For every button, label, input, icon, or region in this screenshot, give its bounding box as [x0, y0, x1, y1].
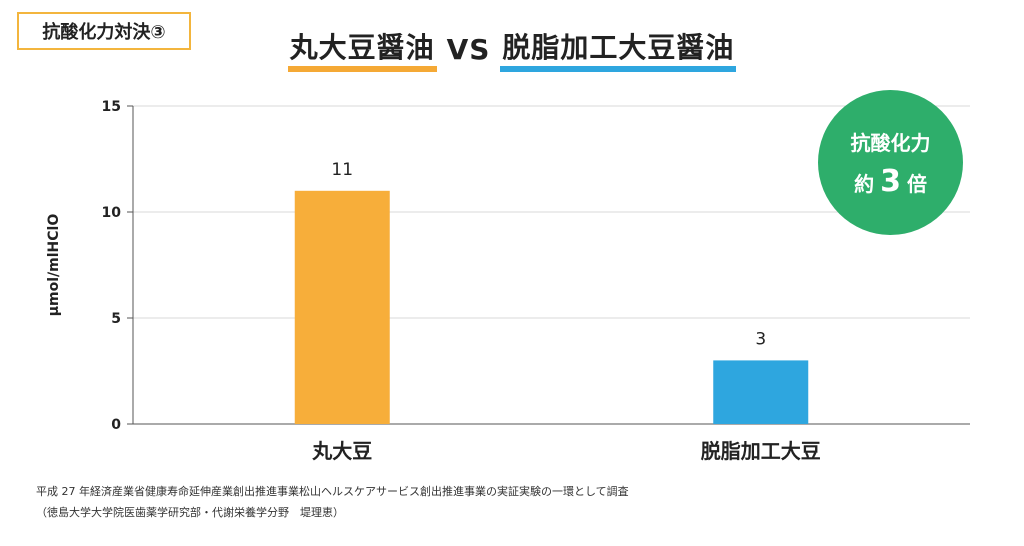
- section-tag: 抗酸化力対決③: [17, 12, 191, 50]
- y-tick-label-1: 5: [111, 311, 121, 327]
- footnote-credit: （徳島大学大学院医歯薬学研究部・代謝栄養学分野 堤理恵）: [36, 506, 344, 519]
- badge-line1: 抗酸化力: [850, 130, 931, 155]
- badge-suffix: 倍: [906, 171, 927, 196]
- headline: 丸大豆醤油 VS 脱脂加工大豆醤油: [0, 26, 1024, 72]
- badge-number: 3: [880, 163, 901, 199]
- bar-1: [713, 360, 809, 424]
- y-tick-label-3: 15: [102, 99, 121, 115]
- headline-right-underline: [500, 66, 737, 72]
- headline-right-text: 脱脂加工大豆醤油: [502, 31, 735, 64]
- bar-0: [294, 190, 390, 424]
- category-label-0: 丸大豆: [311, 439, 372, 463]
- y-axis-label: μmol/mlHClO: [46, 214, 62, 317]
- data-label-1: 3: [755, 329, 766, 349]
- headline-left: 丸大豆醤油: [287, 26, 437, 72]
- badge-prefix: 約: [854, 171, 875, 196]
- y-tick-label-2: 10: [102, 205, 122, 221]
- category-label-1: 脱脂加工大豆: [701, 439, 821, 463]
- ratio-badge: 抗酸化力 約 3 倍: [818, 90, 963, 235]
- y-tick-label-0: 0: [111, 417, 121, 433]
- footnote-source: 平成 27 年経済産業省健康寿命延伸産業創出推進事業松山ヘルスケアサービス創出推…: [36, 485, 629, 498]
- headline-vs: VS: [446, 33, 491, 66]
- badge-line2: 約 3 倍: [854, 164, 927, 199]
- headline-left-underline: [287, 66, 437, 72]
- headline-left-text: 丸大豆醤油: [289, 31, 435, 64]
- data-label-0: 11: [331, 160, 353, 180]
- headline-right: 脱脂加工大豆醤油: [500, 26, 737, 72]
